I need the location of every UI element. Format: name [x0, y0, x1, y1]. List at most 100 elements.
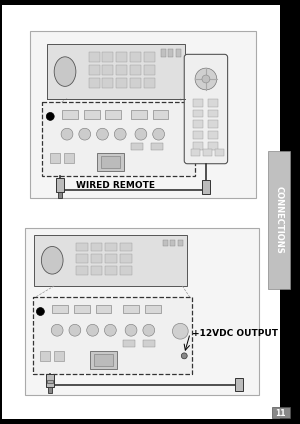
Circle shape — [46, 112, 54, 120]
Bar — [144, 78, 155, 88]
Circle shape — [181, 353, 187, 359]
Text: +12VDC OUTPUT: +12VDC OUTPUT — [192, 329, 278, 338]
Bar — [176, 50, 181, 57]
Bar — [116, 53, 127, 62]
Bar — [62, 109, 78, 120]
Bar — [203, 149, 212, 156]
Bar — [116, 65, 127, 75]
Bar — [64, 153, 74, 163]
Bar — [193, 120, 203, 128]
Bar — [215, 149, 224, 156]
Text: CONNECTIONS: CONNECTIONS — [274, 186, 283, 254]
Ellipse shape — [41, 246, 63, 274]
Bar — [145, 304, 161, 313]
Circle shape — [114, 128, 126, 140]
Bar — [130, 65, 141, 75]
Bar — [144, 53, 155, 62]
Bar — [91, 254, 103, 263]
Bar — [100, 156, 120, 167]
Bar — [236, 377, 243, 391]
Bar — [160, 50, 166, 57]
Bar — [143, 340, 155, 347]
Bar — [50, 153, 60, 163]
Circle shape — [125, 324, 137, 336]
Bar — [208, 142, 218, 150]
Bar — [94, 354, 113, 366]
Bar — [46, 374, 54, 388]
Bar — [25, 228, 259, 395]
Ellipse shape — [54, 57, 76, 86]
Bar — [202, 181, 210, 194]
Bar — [52, 304, 68, 313]
Bar — [193, 109, 203, 117]
Bar — [144, 65, 155, 75]
Bar — [131, 143, 143, 150]
Bar — [89, 53, 100, 62]
Circle shape — [143, 324, 155, 336]
Bar — [208, 131, 218, 139]
Bar — [91, 266, 103, 275]
Bar — [47, 379, 53, 383]
Bar — [105, 254, 117, 263]
Circle shape — [69, 324, 81, 336]
Circle shape — [51, 324, 63, 336]
Bar — [42, 102, 195, 176]
Bar — [74, 304, 90, 313]
Bar — [169, 50, 173, 57]
Circle shape — [104, 324, 116, 336]
Bar — [103, 65, 113, 75]
Bar — [103, 53, 113, 62]
Text: WIRED REMOTE: WIRED REMOTE — [76, 181, 155, 190]
Bar — [30, 31, 256, 198]
Bar — [89, 65, 100, 75]
Bar — [272, 407, 290, 418]
Bar — [163, 240, 167, 246]
Bar — [208, 99, 218, 106]
Bar — [123, 340, 135, 347]
Circle shape — [135, 128, 147, 140]
Circle shape — [37, 307, 44, 315]
Bar — [130, 53, 141, 62]
Bar — [151, 143, 163, 150]
Bar — [32, 297, 192, 374]
FancyBboxPatch shape — [184, 54, 228, 164]
Bar — [40, 351, 50, 361]
Bar — [76, 243, 88, 251]
Bar — [96, 304, 111, 313]
Bar — [120, 254, 132, 263]
Bar — [97, 153, 124, 170]
Bar — [47, 45, 185, 99]
Bar — [91, 243, 103, 251]
Bar — [193, 131, 203, 139]
Bar — [193, 99, 203, 106]
Bar — [54, 351, 64, 361]
Circle shape — [87, 324, 98, 336]
Circle shape — [172, 324, 188, 339]
Bar — [84, 109, 100, 120]
Bar — [90, 351, 117, 368]
Circle shape — [153, 128, 165, 140]
Text: 11: 11 — [276, 408, 286, 418]
Bar — [120, 243, 132, 251]
Bar — [105, 109, 121, 120]
Bar — [170, 240, 175, 246]
Bar — [208, 109, 218, 117]
Bar — [76, 254, 88, 263]
Bar — [131, 109, 147, 120]
Bar — [34, 234, 187, 286]
Bar — [193, 142, 203, 150]
Bar — [116, 78, 127, 88]
Bar — [56, 179, 64, 192]
Circle shape — [79, 128, 91, 140]
Bar — [208, 120, 218, 128]
Bar — [76, 266, 88, 275]
Bar — [103, 78, 113, 88]
Bar — [120, 266, 132, 275]
Bar — [153, 109, 169, 120]
Bar — [178, 240, 183, 246]
Circle shape — [61, 128, 73, 140]
Bar — [48, 388, 52, 393]
Bar — [268, 151, 290, 289]
Circle shape — [202, 75, 210, 83]
Bar — [58, 192, 62, 198]
